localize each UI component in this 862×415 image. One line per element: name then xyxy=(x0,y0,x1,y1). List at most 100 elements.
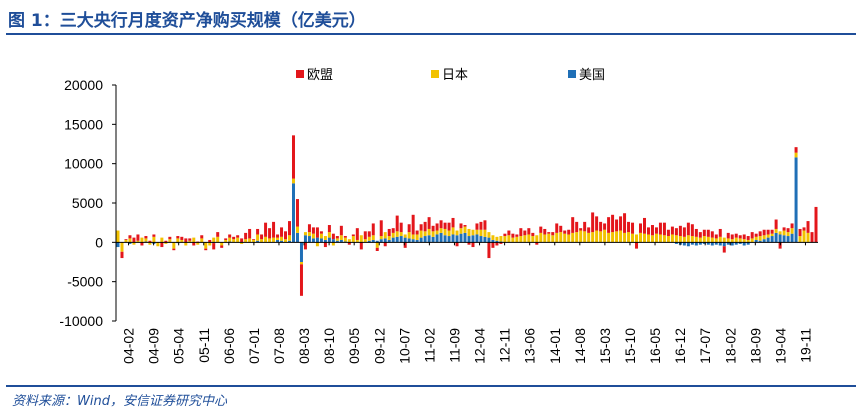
bar-segment xyxy=(208,239,212,243)
bar-segment xyxy=(734,242,738,245)
bar-segment xyxy=(403,237,407,243)
bar-segment xyxy=(188,238,192,241)
bar-segment xyxy=(455,235,459,243)
bar-segment xyxy=(439,232,443,243)
bar-segment xyxy=(339,225,343,236)
bar-segment xyxy=(467,228,471,237)
legend-label-1: 日本 xyxy=(442,67,468,82)
bar-segment xyxy=(252,239,256,243)
bar-segment xyxy=(686,242,690,247)
bar-segment xyxy=(786,232,790,237)
bar-segment xyxy=(383,238,387,243)
bar-segment xyxy=(447,230,451,237)
bar-segment xyxy=(144,236,148,239)
bar-segment xyxy=(802,230,806,243)
bar-segment xyxy=(487,232,491,238)
x-tick-label: 10-07 xyxy=(396,328,412,364)
bar-segment xyxy=(395,231,399,237)
bar-segment xyxy=(746,239,750,243)
bar-segment xyxy=(399,222,403,233)
bar-segment xyxy=(595,230,599,243)
x-tick-label: 18-02 xyxy=(722,328,738,364)
bar-segment xyxy=(240,238,244,243)
bar-segment xyxy=(391,232,395,238)
bar-segment xyxy=(447,236,451,243)
legend-label-0: 欧盟 xyxy=(307,67,333,82)
bar-segment xyxy=(307,232,311,237)
source-rule xyxy=(6,385,856,387)
bar-segment xyxy=(423,231,427,237)
bar-segment xyxy=(463,225,467,227)
bar-segment xyxy=(682,242,686,246)
bar-segment xyxy=(423,221,427,232)
bar-segment xyxy=(523,235,527,243)
bar-segment xyxy=(339,235,343,240)
bar-segment xyxy=(443,228,447,236)
bar-segment xyxy=(491,239,495,243)
y-tick-label: -10000 xyxy=(59,313,103,329)
bar-segment xyxy=(583,221,587,232)
bar-segment xyxy=(635,242,639,249)
bar-segment xyxy=(559,225,563,233)
bar-segment xyxy=(790,233,794,243)
bar-segment xyxy=(690,224,694,237)
bar-segment xyxy=(627,221,631,233)
bar-segment xyxy=(371,235,375,240)
bar-segment xyxy=(455,230,459,236)
bar-segment xyxy=(451,217,455,228)
bar-segment xyxy=(702,229,706,237)
bar-segment xyxy=(240,242,244,244)
bar-segment xyxy=(802,227,806,231)
bar-segment xyxy=(399,236,403,243)
bar-segment xyxy=(579,228,583,231)
bar-segment xyxy=(722,246,726,253)
bar-segment xyxy=(451,227,455,235)
bar-segment xyxy=(814,206,818,243)
x-tick-label: 08-03 xyxy=(296,328,312,364)
x-tick-label: 09-05 xyxy=(346,328,362,364)
bar-segment xyxy=(587,227,591,233)
bar-segment xyxy=(627,232,631,243)
bar-segment xyxy=(200,235,204,239)
bar-segment xyxy=(806,232,810,243)
bar-segment xyxy=(475,234,479,243)
bar-segment xyxy=(172,248,176,251)
bar-segment xyxy=(547,232,551,234)
bar-segment xyxy=(467,242,471,245)
bar-segment xyxy=(136,240,140,243)
bar-segment xyxy=(435,230,439,235)
bar-segment xyxy=(698,232,702,238)
bar-segment xyxy=(463,226,467,233)
bar-segment xyxy=(694,228,698,237)
bar-segment xyxy=(483,229,487,237)
bar-segment xyxy=(323,236,327,240)
bar-segment xyxy=(292,178,295,184)
y-tick-label: 0 xyxy=(95,234,103,250)
bar-segment xyxy=(268,228,272,239)
bar-segment xyxy=(746,242,750,245)
bar-segment xyxy=(515,236,519,243)
bar-segment xyxy=(734,237,738,243)
x-tick-label: 07-08 xyxy=(271,328,287,364)
bar-segment xyxy=(439,228,443,233)
bar-segment xyxy=(419,230,423,238)
source-note: 资料来源：Wind，安信证券研究中心 xyxy=(12,394,227,409)
bar-segment xyxy=(224,239,228,243)
bar-segment xyxy=(750,232,754,239)
bar-segment xyxy=(459,223,463,229)
bar-segment xyxy=(280,240,284,243)
x-tick-label: 15-03 xyxy=(597,328,613,364)
bar-segment xyxy=(355,239,359,243)
bar-segment xyxy=(706,242,710,245)
bar-segment xyxy=(124,239,128,243)
bar-segment xyxy=(284,239,288,243)
bar-segment xyxy=(455,242,459,247)
bar-segment xyxy=(299,262,303,265)
bar-segment xyxy=(678,236,682,243)
bar-segment xyxy=(635,234,639,243)
x-tick-label: 19-04 xyxy=(772,328,788,364)
bar-segment xyxy=(335,236,339,239)
bar-segment xyxy=(611,214,615,233)
bar-segment xyxy=(670,226,674,235)
bar-segment xyxy=(435,234,439,243)
